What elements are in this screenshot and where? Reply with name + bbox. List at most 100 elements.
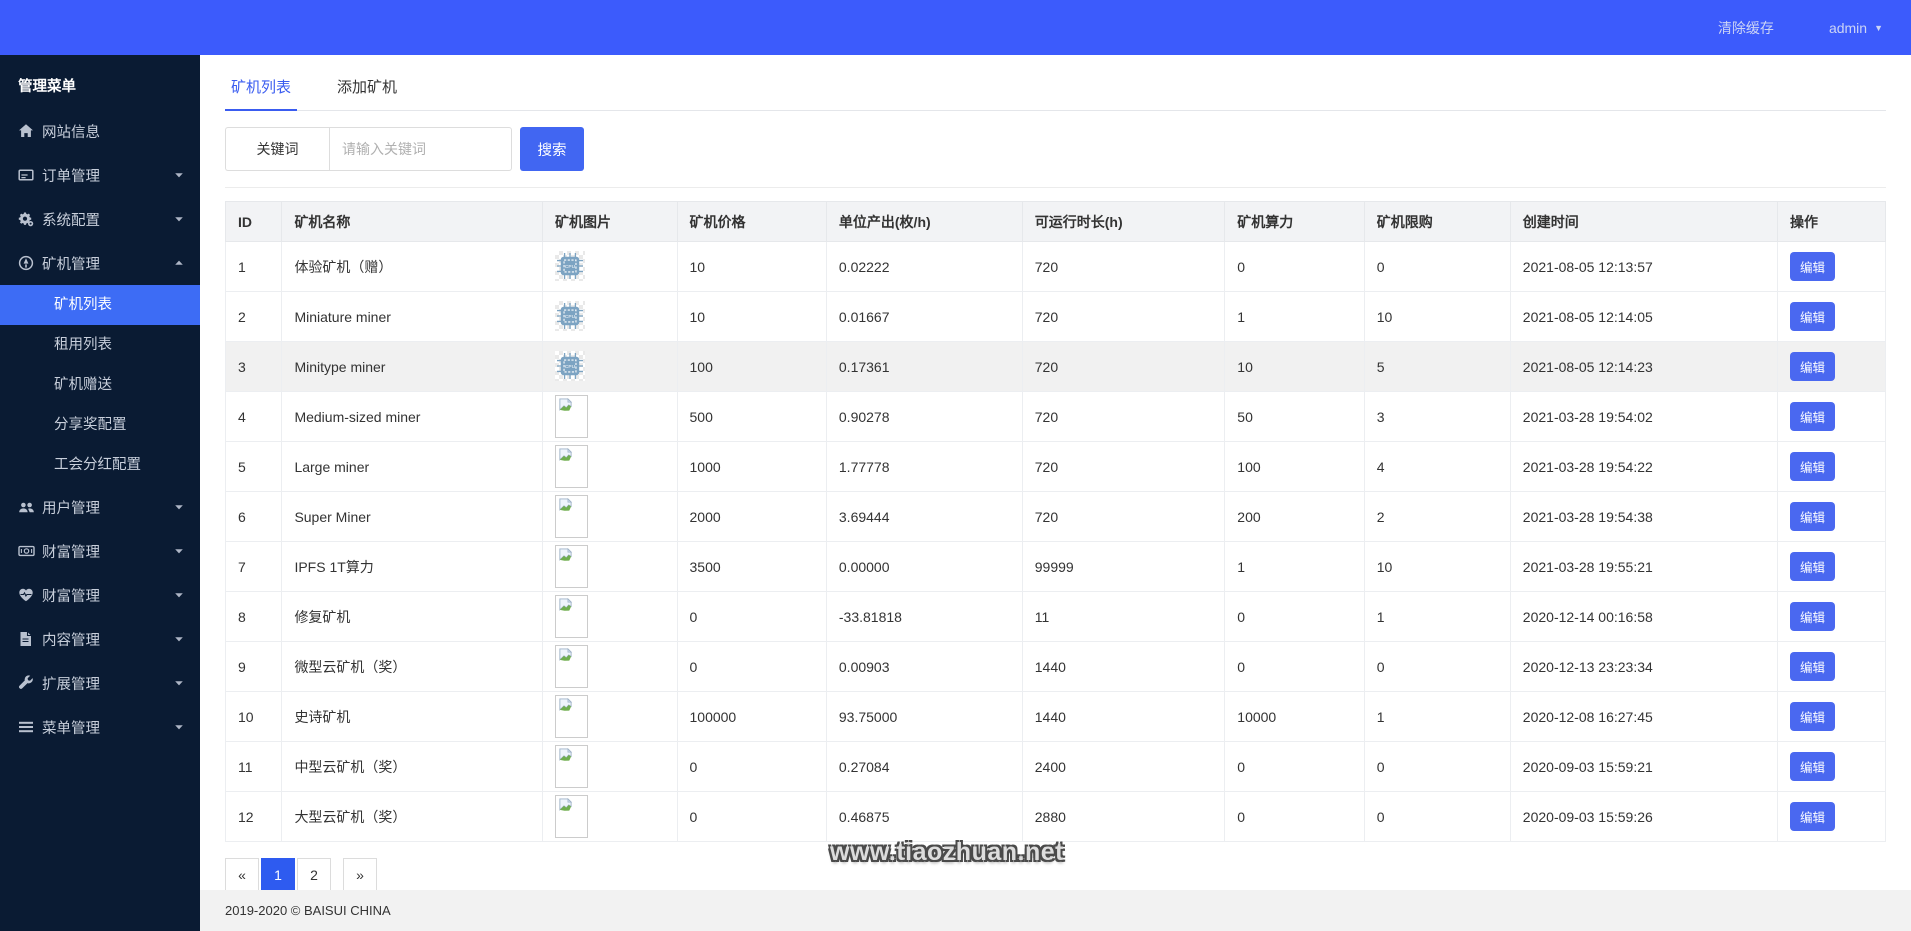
sidebar-subitem[interactable]: 分享奖配置 <box>54 417 127 433</box>
cell-price: 2000 <box>676 491 827 542</box>
cell-limit: 0 <box>1363 791 1511 842</box>
column-header: ID <box>224 201 283 242</box>
top-bar: 清除缓存 admin ▼ <box>0 0 1911 55</box>
cell-id: 5 <box>224 441 283 492</box>
sidebar-subitem[interactable]: 租用列表 <box>54 337 112 353</box>
sidebar: 管理菜单 网站信息 订单管理 系统配置 矿机管理 矿机列表 租用列表 矿机赠送 分享奖配置 工会… <box>0 55 200 931</box>
cell-price: 100000 <box>676 691 827 742</box>
cell-id: 11 <box>224 741 283 792</box>
broken-image-icon <box>555 695 589 738</box>
edit-button[interactable]: 编辑 <box>1790 752 1836 781</box>
cell-image <box>542 541 678 592</box>
edit-button[interactable]: 编辑 <box>1790 552 1836 581</box>
cell-actions: 编辑 <box>1777 641 1886 692</box>
tab-active[interactable]: 矿机列表 <box>225 76 298 111</box>
edit-button[interactable]: 编辑 <box>1790 252 1836 281</box>
edit-button[interactable]: 编辑 <box>1790 502 1836 531</box>
cell-power: 50 <box>1224 391 1365 442</box>
sidebar-item-miner[interactable]: 矿机管理 <box>0 241 200 285</box>
search-bar: 关键词 搜索 <box>225 127 1886 188</box>
cell-image: CPU <box>542 241 678 292</box>
cell-actions: 编辑 <box>1777 791 1886 842</box>
column-header: 单位产出(枚/h) <box>825 201 1023 242</box>
cell-name: 体验矿机（赠） <box>281 241 544 292</box>
column-header: 矿机价格 <box>676 201 827 242</box>
cell-hours: 99999 <box>1021 541 1226 592</box>
tab-item[interactable]: 添加矿机 <box>337 79 398 96</box>
cell-output: 0.27084 <box>825 741 1023 792</box>
sidebar-item-content[interactable]: 内容管理 <box>0 617 200 661</box>
broken-image-icon <box>555 595 589 638</box>
bars-icon <box>18 719 42 735</box>
miner-chip-image: CPU <box>555 251 586 281</box>
search-button[interactable]: 搜索 <box>520 127 584 171</box>
table-row: 3 Minitype miner CPU 100 0.17361 720 10 5 2021-0… <box>224 341 1886 392</box>
edit-button[interactable]: 编辑 <box>1790 602 1836 631</box>
cell-price: 500 <box>676 391 827 442</box>
sidebar-item-users[interactable]: 用户管理 <box>0 485 200 529</box>
sidebar-item-wealth-1[interactable]: 财富管理 <box>0 529 200 573</box>
broken-image-icon <box>555 795 589 838</box>
caret-down-icon <box>174 722 184 732</box>
page-prev-button[interactable]: « <box>225 858 259 892</box>
cell-id: 3 <box>224 341 283 392</box>
sidebar-subitem[interactable]: 矿机赠送 <box>54 377 112 393</box>
table-row: 8 修复矿机 0 -33.81818 11 0 1 2020-12-14 00:16:58 编辑 <box>224 591 1886 642</box>
search-input[interactable] <box>329 127 512 171</box>
cell-power: 0 <box>1224 591 1365 642</box>
sidebar-item-menu[interactable]: 菜单管理 <box>0 705 200 749</box>
sidebar-item-label: 用户管理 <box>42 500 100 517</box>
page-number-button[interactable]: 1 <box>261 858 295 892</box>
cell-output: 93.75000 <box>825 691 1023 742</box>
table-row: 7 IPFS 1T算力 3500 0.00000 99999 1 10 2021-03-28 … <box>224 541 1886 592</box>
cell-limit: 2 <box>1363 491 1511 542</box>
sidebar-subitem[interactable]: 工会分红配置 <box>54 457 141 473</box>
page-number-button[interactable]: 2 <box>297 858 331 892</box>
sidebar-item-wealth-2[interactable]: 财富管理 <box>0 573 200 617</box>
sidebar-item-system[interactable]: 系统配置 <box>0 197 200 241</box>
sidebar-item-label: 财富管理 <box>42 544 100 561</box>
edit-button[interactable]: 编辑 <box>1790 802 1836 831</box>
edit-button[interactable]: 编辑 <box>1790 452 1836 481</box>
pagination: «1 2 » <box>225 858 1886 892</box>
cell-power: 0 <box>1224 241 1365 292</box>
sidebar-item-orders[interactable]: 订单管理 <box>0 153 200 197</box>
cell-hours: 720 <box>1021 241 1226 292</box>
caret-down-icon <box>174 214 184 224</box>
sidebar-item-website[interactable]: 网站信息 <box>0 109 200 153</box>
clear-cache-link[interactable]: 清除缓存 <box>1717 19 1774 36</box>
table-row: 11 中型云矿机（奖） 0 0.27084 2400 0 0 2020-09-03 15:59… <box>224 741 1886 792</box>
cell-image <box>542 491 678 542</box>
page-next-button[interactable]: » <box>343 858 377 892</box>
sidebar-subitem[interactable]: 矿机列表 <box>0 285 200 325</box>
table-row: 5 Large miner 1000 1.77778 720 100 4 2021-03-28… <box>224 441 1886 492</box>
edit-button[interactable]: 编辑 <box>1790 652 1836 681</box>
column-header: 操作 <box>1777 201 1886 242</box>
sidebar-item-label: 财富管理 <box>42 588 100 605</box>
cell-price: 0 <box>676 791 827 842</box>
cell-actions: 编辑 <box>1777 341 1886 392</box>
cell-actions: 编辑 <box>1777 391 1886 442</box>
cell-id: 2 <box>224 291 283 342</box>
edit-button[interactable]: 编辑 <box>1790 302 1836 331</box>
edit-button[interactable]: 编辑 <box>1790 702 1836 731</box>
cell-created: 2021-08-05 12:13:57 <box>1509 241 1779 292</box>
edit-button[interactable]: 编辑 <box>1790 402 1836 431</box>
orders-icon <box>18 167 42 183</box>
watermark: www.tiaozhuan.net <box>830 838 1064 866</box>
svg-text:CPU: CPU <box>565 314 576 320</box>
sidebar-item-extension[interactable]: 扩展管理 <box>0 661 200 705</box>
cell-output: 0.17361 <box>825 341 1023 392</box>
heart-icon <box>18 587 42 603</box>
cell-actions: 编辑 <box>1777 241 1886 292</box>
cell-created: 2021-08-05 12:14:05 <box>1509 291 1779 342</box>
username-label: admin <box>1828 19 1868 36</box>
user-menu[interactable]: admin ▼ <box>1829 20 1883 36</box>
sidebar-item-label: 系统配置 <box>42 212 100 229</box>
edit-button[interactable]: 编辑 <box>1790 352 1836 381</box>
miner-chip-image: CPU <box>555 351 586 381</box>
cell-output: 0.00903 <box>825 641 1023 692</box>
cell-price: 1000 <box>676 441 827 492</box>
cell-actions: 编辑 <box>1777 291 1886 342</box>
table-row: 6 Super Miner 2000 3.69444 720 200 2 2021-03-28… <box>224 491 1886 542</box>
